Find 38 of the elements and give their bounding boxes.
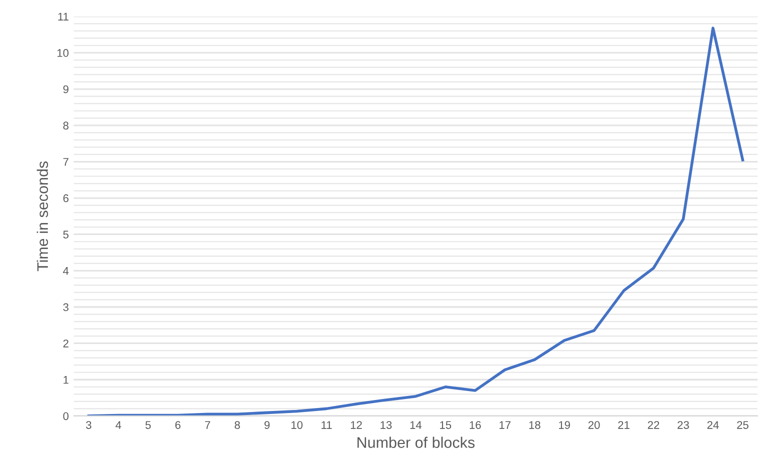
x-tick-label: 19 [559,421,570,429]
x-tick-label: 14 [410,421,422,429]
y-tick-label: 1 [64,376,68,384]
x-tick-label: 3 [86,421,92,429]
x-tick-label: 6 [175,421,180,429]
x-tick-label: 24 [707,421,719,429]
x-tick-label: 25 [737,421,748,429]
y-tick-label: 2 [63,340,68,348]
y-tick-label: 6 [63,194,68,202]
y-tick-label: 11 [58,12,68,20]
x-tick-label: 21 [618,421,630,429]
x-tick-label: 11 [322,421,332,429]
x-tick-label: 16 [470,421,481,429]
x-tick-label: 4 [116,421,122,429]
x-tick-label: 22 [648,421,660,429]
x-axis-title: Number of blocks [358,436,475,448]
x-tick-label: 18 [529,421,540,429]
line-series [87,26,744,416]
y-tick-label: 3 [63,303,68,312]
x-tick-label: 12 [350,421,362,429]
x-tick-label: 9 [264,421,270,429]
x-tick-label: 17 [500,421,511,429]
x-tick-label: 8 [234,421,240,429]
y-tick-label: 5 [63,230,68,238]
x-tick-label: 5 [145,421,151,429]
x-tick-label: 7 [205,421,210,429]
x-tick-label: 15 [440,421,452,429]
x-tick-label: 23 [678,421,689,429]
y-tick-label: 0 [63,412,69,420]
y-tick-label: 8 [63,122,68,130]
x-tick-label: 10 [291,421,303,429]
x-tick-label: 13 [380,421,392,429]
y-axis-title: Time in seconds [36,161,48,272]
x-tick-label: 20 [588,421,600,429]
y-tick-label: 4 [63,267,69,275]
y-tick-label: 7 [63,158,68,166]
y-tick-label: 10 [57,49,69,57]
y-tick-label: 9 [63,85,68,94]
